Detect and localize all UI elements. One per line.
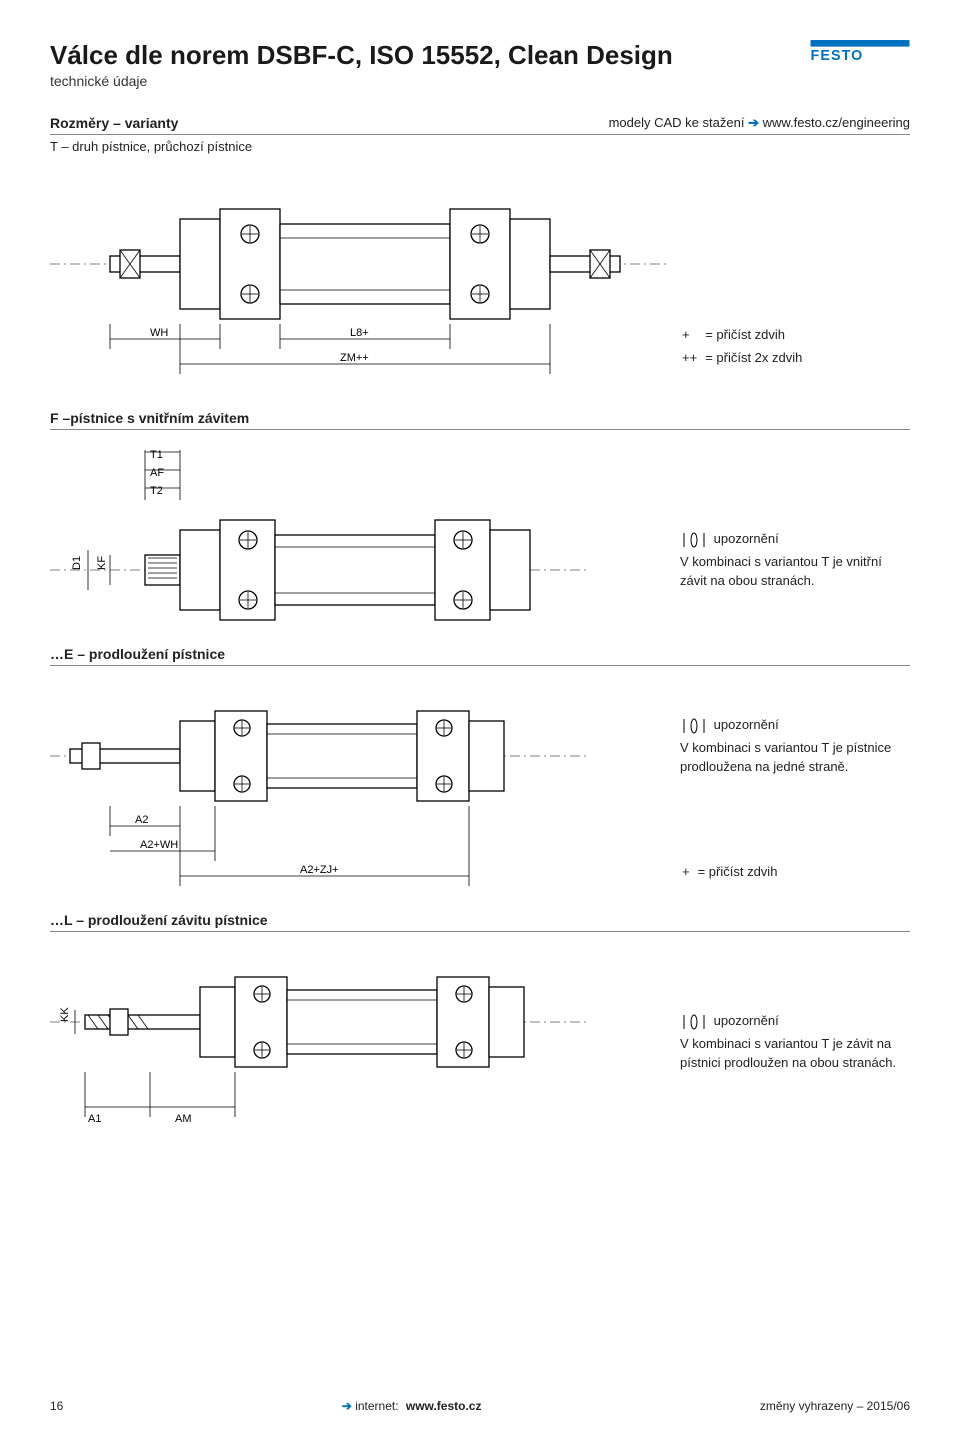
section2-header: F –pístnice s vnitřním závitem (50, 410, 910, 430)
table-row: += přičíst zdvih (682, 863, 783, 884)
section3-header: …E – prodloužení pístnice (50, 646, 910, 666)
svg-text:KF: KF (96, 556, 108, 570)
section1-title: Rozměry – varianty (50, 115, 178, 131)
legend-table: += přičíst zdvih (680, 861, 785, 886)
footer-right: změny vyhrazeny – 2015/06 (760, 1399, 910, 1413)
note-body: V kombinaci s variantou T je pístnice pr… (680, 739, 910, 777)
svg-text:AM: AM (175, 1113, 192, 1125)
page-header: Válce dle norem DSBF-C, ISO 15552, Clean… (50, 40, 910, 89)
note-icon (680, 531, 710, 549)
section3-diagram-area: A2 A2+WH A2+ZJ+ upozornění V kombinaci s… (50, 676, 910, 906)
footer-center-prefix: internet: (355, 1399, 398, 1413)
section1-svg: WH L8+ ZM++ (50, 164, 670, 404)
section1-header: Rozměry – varianty modely CAD ke stažení… (50, 115, 910, 135)
svg-text:A2: A2 (135, 814, 148, 826)
arrow-icon: ➔ (342, 1399, 355, 1413)
section1-left: Rozměry – varianty (50, 115, 178, 131)
svg-text:L8+: L8+ (350, 327, 369, 339)
section1-subline: T – druh pístnice, průchozí pístnice (50, 139, 910, 154)
section4-header: …L – prodloužení závitu pístnice (50, 912, 910, 932)
section3-legend: += přičíst zdvih (680, 861, 910, 886)
section2-note: upozornění V kombinaci s variantou T je … (680, 530, 910, 591)
note-icon (680, 717, 710, 735)
note-title: upozornění (714, 1013, 779, 1028)
page-title: Válce dle norem DSBF-C, ISO 15552, Clean… (50, 40, 673, 71)
svg-text:A2+ZJ+: A2+ZJ+ (300, 864, 339, 876)
note-title: upozornění (714, 531, 779, 546)
note-body: V kombinaci s variantou T je vnitřní záv… (680, 553, 910, 591)
festo-logo: FESTO (810, 40, 910, 62)
table-row: += přičíst zdvih (682, 326, 808, 347)
footer-link[interactable]: www.festo.cz (406, 1399, 482, 1413)
svg-text:ZM++: ZM++ (340, 352, 369, 364)
section4-svg: KK A1 AM (50, 942, 590, 1142)
table-row: ++= přičíst 2x zdvih (682, 349, 808, 370)
note-body: V kombinaci s variantou T je závit na pí… (680, 1035, 910, 1073)
section1-legend: += přičíst zdvih ++= přičíst 2x zdvih (680, 324, 910, 372)
section3-note: upozornění V kombinaci s variantou T je … (680, 716, 910, 777)
legend-table: += přičíst zdvih ++= přičíst 2x zdvih (680, 324, 810, 372)
cad-prefix: modely CAD ke stažení (609, 115, 745, 130)
svg-text:D1: D1 (71, 556, 83, 570)
page-subtitle: technické údaje (50, 73, 673, 89)
section2-svg: T1 AF T2 D1 KF (50, 440, 590, 640)
page-number: 16 (50, 1399, 63, 1413)
svg-text:A2+WH: A2+WH (140, 839, 178, 851)
svg-text:WH: WH (150, 327, 168, 339)
title-block: Válce dle norem DSBF-C, ISO 15552, Clean… (50, 40, 673, 89)
section2-diagram-area: T1 AF T2 D1 KF upozornění V kombinaci s … (50, 440, 910, 640)
svg-text:KK: KK (59, 1007, 71, 1022)
page-footer: 16 ➔ internet: www.festo.cz změny vyhraz… (50, 1399, 910, 1413)
note-icon (680, 1013, 710, 1031)
svg-text:FESTO: FESTO (811, 48, 864, 62)
note-title: upozornění (714, 717, 779, 732)
svg-text:A1: A1 (88, 1113, 101, 1125)
svg-text:T2: T2 (150, 485, 163, 497)
cad-url: www.festo.cz/engineering (763, 115, 910, 130)
section4-diagram-area: KK A1 AM upozornění V kombinaci s varian… (50, 942, 910, 1142)
section4-note: upozornění V kombinaci s variantou T je … (680, 1012, 910, 1073)
section1-diagram-area: WH L8+ ZM++ += přičíst zdvih ++= přičíst… (50, 164, 910, 404)
cad-link[interactable]: modely CAD ke stažení ➔ www.festo.cz/eng… (609, 115, 910, 131)
svg-text:T1: T1 (150, 449, 163, 461)
svg-text:AF: AF (150, 467, 164, 479)
section3-svg: A2 A2+WH A2+ZJ+ (50, 676, 590, 906)
arrow-icon: ➔ (748, 115, 763, 130)
footer-center: ➔ internet: www.festo.cz (342, 1399, 482, 1413)
